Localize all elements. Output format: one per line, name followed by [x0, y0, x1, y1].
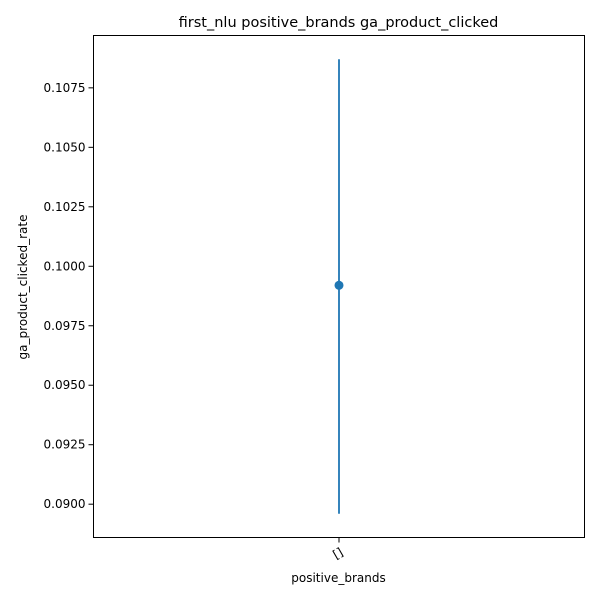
data-point	[334, 280, 344, 290]
y-tick-label: 0.0900	[44, 497, 86, 511]
y-tick-label: 0.0950	[44, 378, 86, 392]
y-tick-label: 0.1050	[44, 140, 86, 154]
y-tick-label: 0.0975	[44, 319, 86, 333]
x-axis-label: positive_brands	[291, 571, 385, 585]
y-tick-label: 0.1025	[44, 200, 86, 214]
y-axis-label: ga_product_clicked_rate	[16, 215, 30, 360]
plot-frame	[93, 35, 585, 538]
y-tick-label: 0.1000	[44, 259, 86, 273]
data-marks	[334, 59, 344, 514]
y-tick-label: 0.0925	[44, 438, 86, 452]
y-axis-ticks: 0.0900 0.0925 0.0950 0.0975 0.1000 0.1025 0.10…	[44, 81, 94, 511]
y-tick-label: 0.1075	[44, 81, 86, 95]
chart-title: first_nlu positive_brands ga_product_cli…	[179, 15, 499, 31]
